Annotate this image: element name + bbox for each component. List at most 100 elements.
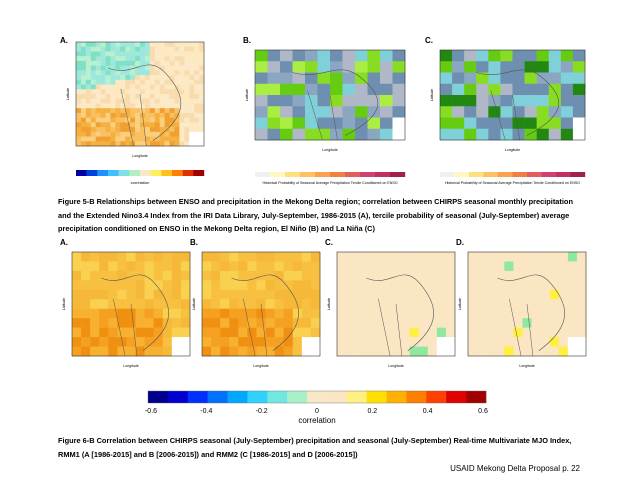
map-cell bbox=[367, 61, 381, 73]
map-cell bbox=[179, 141, 185, 147]
map-cell bbox=[174, 108, 180, 114]
map-cell bbox=[184, 108, 190, 114]
map-cell bbox=[373, 252, 383, 262]
map-cell bbox=[409, 299, 419, 310]
map-cell bbox=[80, 46, 87, 52]
map-cell bbox=[149, 108, 156, 114]
map-cell bbox=[95, 103, 101, 109]
map-cell bbox=[549, 261, 560, 272]
map-cell bbox=[392, 106, 406, 118]
map-cell bbox=[126, 261, 136, 272]
map-cell bbox=[305, 72, 318, 85]
map-cell bbox=[400, 280, 410, 291]
map-cell bbox=[126, 252, 136, 262]
map-cell bbox=[76, 141, 82, 147]
map-cell bbox=[567, 337, 578, 347]
panel-label: B. bbox=[190, 238, 198, 247]
map-cell bbox=[355, 106, 368, 118]
map-cell bbox=[477, 280, 487, 291]
map-cell bbox=[513, 327, 523, 338]
map-cell bbox=[427, 289, 438, 300]
map-cell bbox=[100, 65, 106, 71]
map-cell bbox=[256, 337, 266, 347]
map-cell bbox=[536, 61, 550, 73]
map-cell bbox=[283, 318, 294, 328]
map-cell bbox=[105, 79, 111, 85]
map-cell bbox=[255, 95, 268, 107]
map-cell bbox=[445, 289, 456, 300]
map-cell bbox=[536, 117, 550, 130]
map-cell bbox=[149, 84, 156, 90]
map-cell bbox=[274, 337, 284, 347]
map-cell bbox=[154, 65, 160, 71]
map-cell bbox=[164, 131, 170, 137]
map-cell bbox=[153, 308, 164, 319]
map-cell bbox=[330, 117, 343, 130]
map-cell bbox=[283, 346, 294, 357]
map-cell bbox=[310, 299, 321, 310]
map-cell bbox=[110, 70, 116, 76]
map-cell bbox=[179, 98, 185, 104]
map-cell bbox=[355, 346, 365, 357]
map-cell bbox=[110, 136, 116, 142]
map-cell bbox=[110, 56, 116, 62]
map-cell bbox=[153, 299, 164, 310]
map-cell bbox=[95, 136, 101, 142]
map-cell bbox=[95, 84, 101, 90]
map-cell bbox=[164, 51, 170, 57]
axis-label: Latitude bbox=[430, 89, 434, 102]
map-cell bbox=[110, 65, 116, 71]
map-cell bbox=[337, 270, 347, 281]
colorbar-swatch bbox=[426, 391, 447, 403]
map-cell bbox=[179, 60, 185, 66]
map-cell bbox=[80, 103, 87, 109]
map-cell bbox=[154, 112, 160, 118]
map-cell bbox=[280, 117, 293, 130]
map-cell bbox=[342, 128, 356, 141]
map-cell bbox=[117, 270, 127, 281]
map-cell bbox=[548, 117, 562, 130]
map-cell bbox=[558, 308, 569, 319]
map-cell bbox=[95, 65, 101, 71]
map-cell bbox=[90, 327, 100, 338]
map-cell bbox=[400, 289, 410, 300]
map-cell bbox=[445, 346, 456, 357]
map-cell bbox=[99, 299, 109, 310]
map-cell bbox=[567, 346, 578, 357]
map-cell bbox=[81, 270, 91, 281]
map-cell bbox=[567, 261, 578, 272]
map-cell bbox=[149, 56, 156, 62]
map-cell bbox=[576, 252, 587, 262]
map-cell bbox=[380, 83, 393, 96]
map-cell bbox=[184, 79, 190, 85]
map-cell bbox=[154, 60, 160, 66]
map-cell bbox=[100, 127, 106, 133]
map-cell bbox=[540, 337, 550, 347]
colorbar-swatch bbox=[541, 172, 557, 177]
map-cell bbox=[427, 308, 438, 319]
colorbar-swatch bbox=[466, 391, 487, 403]
map-cell bbox=[373, 270, 383, 281]
map-cell bbox=[154, 84, 160, 90]
map-cell bbox=[105, 94, 111, 100]
map-cell bbox=[305, 95, 318, 107]
map-cell bbox=[488, 61, 501, 73]
map-cell bbox=[85, 94, 92, 100]
map-cell bbox=[522, 252, 532, 262]
map-cell bbox=[513, 270, 523, 281]
map-cell bbox=[500, 106, 513, 118]
colorbar-swatch bbox=[366, 391, 387, 403]
map-cell bbox=[346, 289, 356, 300]
map-cell bbox=[115, 127, 121, 133]
map-cell bbox=[367, 72, 381, 85]
map-cell bbox=[81, 308, 91, 319]
map-cell bbox=[367, 50, 381, 62]
map-cell bbox=[540, 327, 550, 338]
map-cell bbox=[301, 289, 312, 300]
map-cell bbox=[115, 98, 121, 104]
map-cell bbox=[90, 337, 100, 347]
map-cell bbox=[149, 75, 156, 81]
map-cell bbox=[76, 75, 82, 81]
map-cell bbox=[125, 79, 131, 85]
